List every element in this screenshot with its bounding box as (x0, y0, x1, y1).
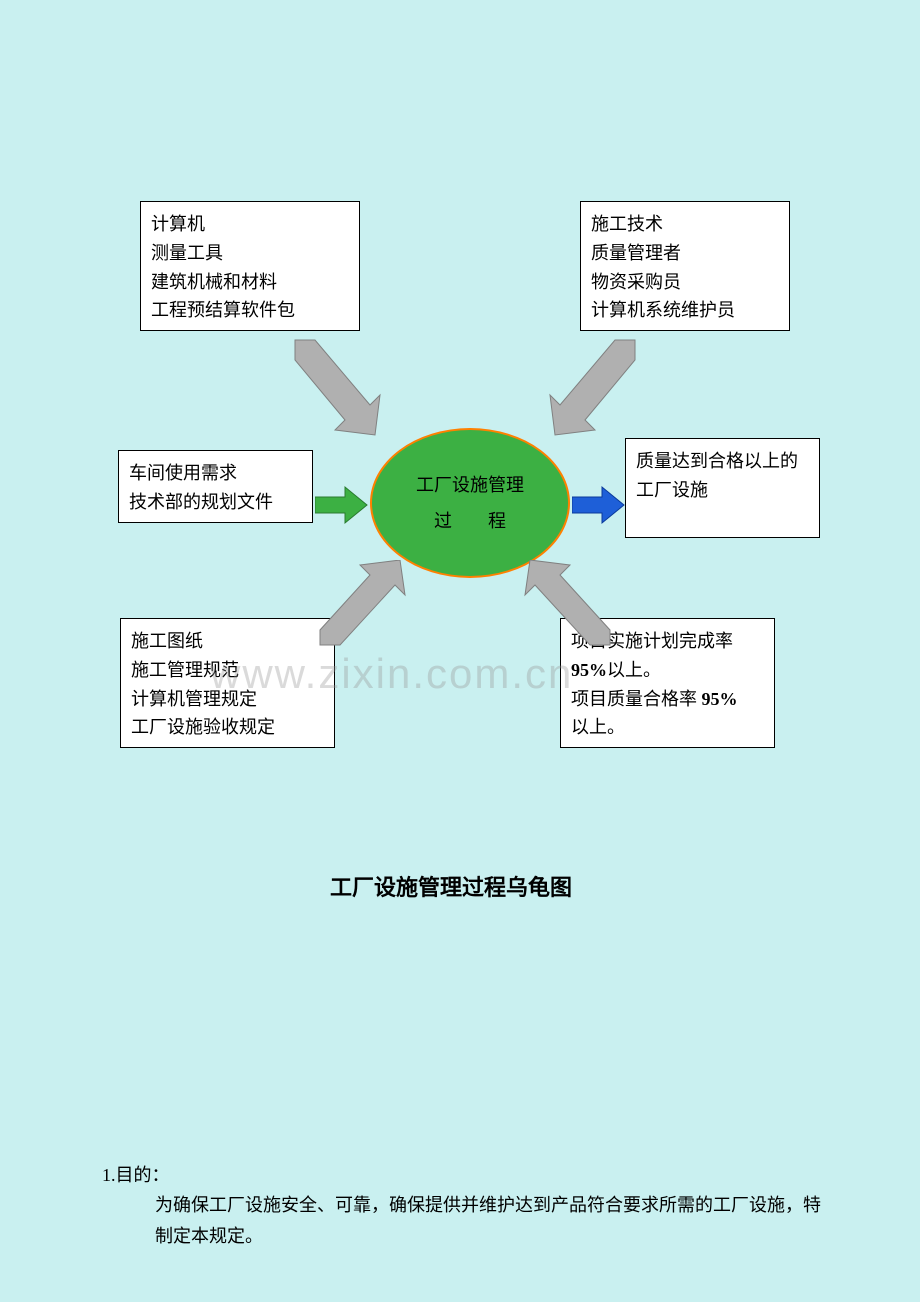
arrow-bottom-left (310, 560, 420, 650)
bl-line4: 工厂设施验收规定 (131, 713, 324, 742)
box-left: 车间使用需求 技术部的规划文件 (118, 450, 313, 523)
tr-line2: 质量管理者 (591, 239, 779, 268)
tr-line1: 施工技术 (591, 210, 779, 239)
center-process-ellipse: 工厂设施管理 过 程 (370, 428, 570, 578)
section-heading: 1.目的： (102, 1160, 170, 1191)
center-line1: 工厂设施管理 (416, 467, 524, 503)
br-line4: 以上。 (571, 713, 764, 742)
arrow-top-right (530, 335, 650, 445)
r-line1: 质量达到合格以上的工厂设施 (636, 447, 809, 505)
tr-line3: 物资采购员 (591, 268, 779, 297)
box-top-left: 计算机 测量工具 建筑机械和材料 工程预结算软件包 (140, 201, 360, 331)
br-line3: 项目质量合格率 95% (571, 685, 764, 714)
tr-line4: 计算机系统维护员 (591, 296, 779, 325)
tl-line3: 建筑机械和材料 (151, 268, 349, 297)
center-line2: 过 程 (434, 503, 506, 539)
watermark: www.zixin.com.cn (210, 650, 573, 698)
l-line1: 车间使用需求 (129, 459, 302, 488)
box-right: 质量达到合格以上的工厂设施 (625, 438, 820, 538)
arrow-left-green (315, 485, 370, 525)
box-top-right: 施工技术 质量管理者 物资采购员 计算机系统维护员 (580, 201, 790, 331)
br-line2: 95%以上。 (571, 656, 764, 685)
tl-line2: 测量工具 (151, 239, 349, 268)
arrow-top-left (280, 335, 400, 445)
l-line2: 技术部的规划文件 (129, 488, 302, 517)
diagram-title: 工厂设施管理过程乌龟图 (330, 870, 572, 902)
tl-line1: 计算机 (151, 210, 349, 239)
tl-line4: 工程预结算软件包 (151, 296, 349, 325)
section-paragraph: 为确保工厂设施安全、可靠，确保提供并维护达到产品符合要求所需的工厂设施，特制定本… (155, 1190, 835, 1251)
arrow-right-blue (572, 485, 627, 525)
arrow-bottom-right (510, 560, 620, 650)
